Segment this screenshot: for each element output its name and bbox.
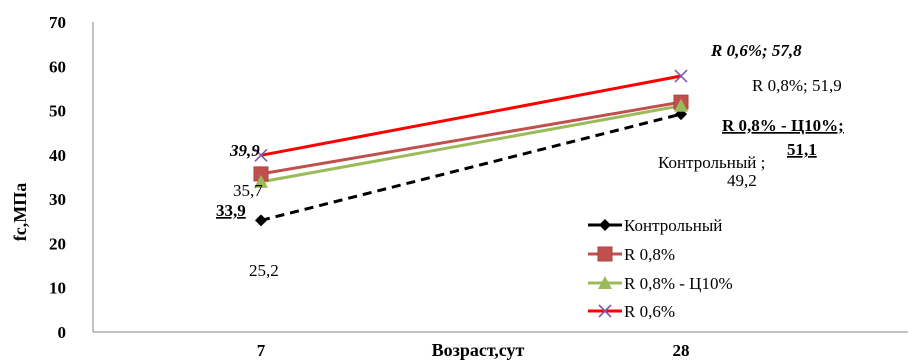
data-point [674,69,688,83]
legend-label: R 0,6% [624,302,675,321]
y-tick-label: 70 [49,13,66,32]
legend-label: R 0,8% [624,245,675,264]
legend-marker [597,246,613,262]
legend-marker [599,219,611,231]
y-tick-label: 40 [49,146,66,165]
data-label: R 0,8% - Ц10%; [722,116,844,135]
legend-label: R 0,8% - Ц10% [624,274,733,293]
data-label: 49,2 [727,171,757,190]
x-tick-label: 7 [257,341,266,360]
x-tick-label: 28 [673,341,690,360]
data-point [255,214,267,227]
data-label: 25,2 [249,261,279,280]
data-label: 35,7 [233,181,263,200]
x-marker-stroke [254,148,268,162]
data-label: 33,9 [216,201,246,220]
data-label: 39,9 [229,141,260,160]
legend-item: R 0,8% [588,245,675,264]
data-point [254,148,268,162]
x-axis-title: Возраст,сут [432,340,525,360]
y-tick-label: 30 [49,190,66,209]
y-tick-label: 20 [49,234,66,253]
series-line [260,74,682,157]
y-tick-label: 60 [49,57,66,76]
data-label: R 0,8%; 51,9 [752,76,842,95]
data-point [254,174,268,188]
data-point [674,98,688,112]
data-label: Контрольный ; [658,153,765,172]
y-axis-title: fc,МПа [10,183,30,241]
legend-item: R 0,8% - Ц10% [588,274,733,293]
y-tick-label: 0 [58,323,67,342]
y-tick-label: 10 [49,279,66,298]
data-label: 51,1 [787,140,817,159]
x-marker-stroke [674,69,688,83]
legend-marker [598,304,612,318]
y-tick-label: 50 [49,102,66,121]
series-line [260,112,682,222]
series-line [260,104,682,184]
data-label: R 0,6%; 57,8 [710,41,802,60]
x-marker-stroke [598,304,612,318]
legend-label: Контрольный [624,216,722,235]
legend-item: R 0,6% [588,302,675,321]
legend-item: Контрольный [588,216,722,235]
series-line [260,100,682,176]
legend-marker [598,276,612,289]
